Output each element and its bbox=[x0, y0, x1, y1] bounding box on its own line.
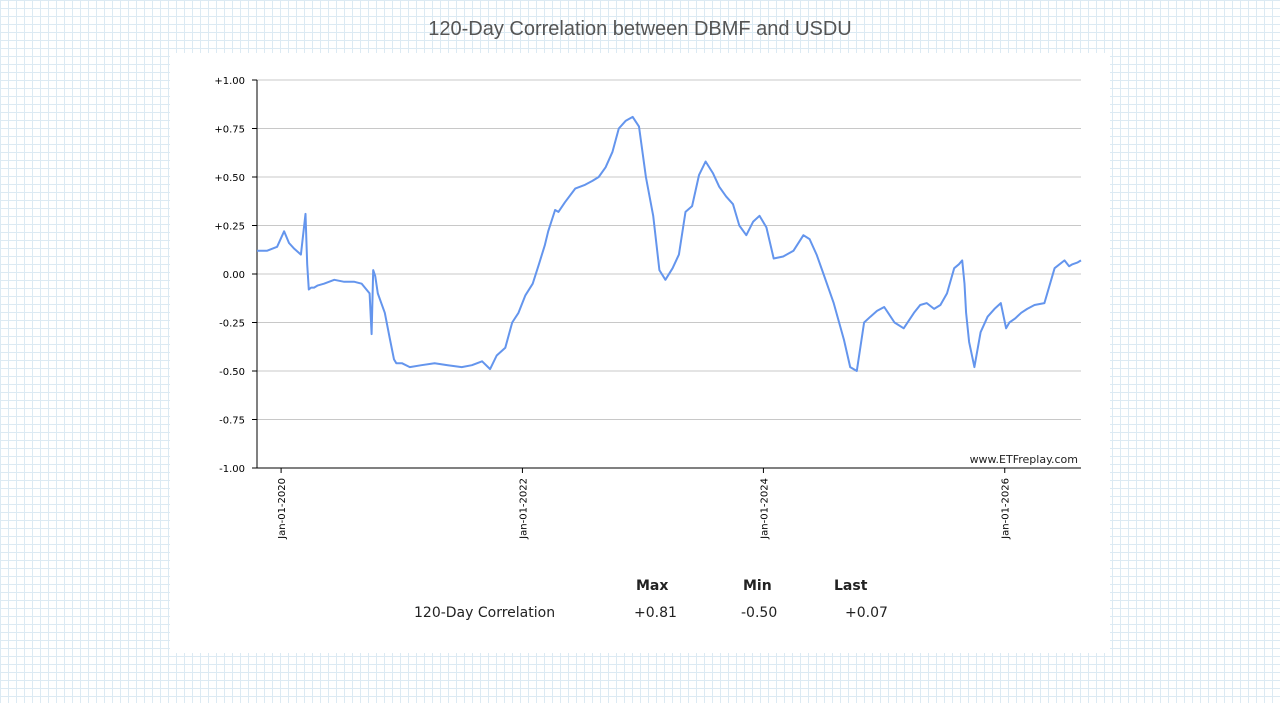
stats-min-value: -0.50 bbox=[741, 605, 778, 621]
correlation-chart: +1.00 +0.75 +0.50 +0.25 0.00 -0.25 -0.50 -0.75 -… bbox=[214, 76, 1082, 540]
watermark: www.ETFreplay.com bbox=[970, 453, 1078, 466]
y-tick-label: 0.00 bbox=[223, 270, 245, 281]
page-title: 120-Day Correlation between DBMF and USD… bbox=[428, 18, 852, 40]
y-tick-label: -0.75 bbox=[219, 416, 245, 427]
y-axis-ticks: +1.00 +0.75 +0.50 +0.25 0.00 -0.25 -0.50 -0.75 -… bbox=[214, 76, 257, 475]
stats-header-max: Max bbox=[636, 578, 669, 594]
x-axis-ticks: Jan-01-2020 Jan-01-2022 Jan-01-2024 Jan-01-… bbox=[277, 468, 1012, 540]
y-tick-label: +0.25 bbox=[214, 222, 245, 233]
y-tick-label: +0.50 bbox=[214, 173, 245, 184]
stats-header-min: Min bbox=[743, 578, 772, 594]
y-tick-label: -0.25 bbox=[219, 319, 245, 330]
stats-last-value: +0.07 bbox=[845, 605, 888, 621]
chart-panel: +1.00 +0.75 +0.50 +0.25 0.00 -0.25 -0.50 -0.75 -… bbox=[170, 53, 1110, 653]
x-tick-label: Jan-01-2024 bbox=[759, 478, 770, 540]
y-tick-label: -1.00 bbox=[219, 464, 245, 475]
y-tick-label: -0.50 bbox=[219, 367, 245, 378]
correlation-series-line bbox=[257, 115, 1082, 372]
x-tick-label: Jan-01-2020 bbox=[277, 478, 288, 540]
stats-header-last: Last bbox=[834, 578, 868, 594]
y-tick-label: +0.75 bbox=[214, 125, 245, 136]
stats-row-label: 120-Day Correlation bbox=[414, 605, 556, 621]
stats-max-value: +0.81 bbox=[634, 605, 677, 621]
x-tick-label: Jan-01-2026 bbox=[1001, 478, 1012, 540]
x-tick-label: Jan-01-2022 bbox=[518, 478, 529, 540]
y-tick-label: +1.00 bbox=[214, 76, 245, 87]
gridlines bbox=[257, 79, 1081, 420]
